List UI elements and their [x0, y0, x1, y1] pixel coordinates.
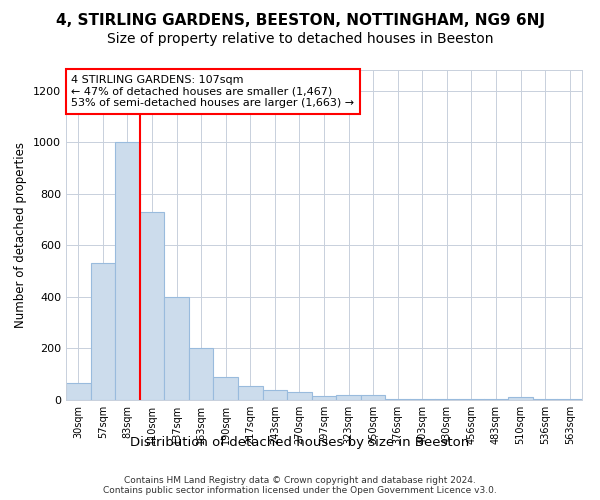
Bar [336, 395, 361, 400]
Bar [410, 399, 434, 400]
Bar [287, 392, 312, 400]
Bar [189, 348, 214, 400]
Bar [66, 383, 91, 400]
Bar [115, 142, 140, 400]
Bar [238, 386, 263, 400]
Bar [508, 398, 533, 400]
Bar [312, 396, 336, 400]
Bar [434, 399, 459, 400]
Bar [385, 399, 410, 400]
Bar [263, 390, 287, 400]
Bar [533, 399, 557, 400]
Text: 4 STIRLING GARDENS: 107sqm
← 47% of detached houses are smaller (1,467)
53% of s: 4 STIRLING GARDENS: 107sqm ← 47% of deta… [71, 75, 354, 108]
Bar [140, 212, 164, 400]
Text: 4, STIRLING GARDENS, BEESTON, NOTTINGHAM, NG9 6NJ: 4, STIRLING GARDENS, BEESTON, NOTTINGHAM… [56, 12, 545, 28]
Bar [484, 399, 508, 400]
Bar [361, 395, 385, 400]
Bar [91, 264, 115, 400]
Text: Size of property relative to detached houses in Beeston: Size of property relative to detached ho… [107, 32, 493, 46]
Bar [164, 297, 189, 400]
Text: Distribution of detached houses by size in Beeston: Distribution of detached houses by size … [130, 436, 470, 449]
Y-axis label: Number of detached properties: Number of detached properties [14, 142, 28, 328]
Bar [459, 399, 484, 400]
Bar [214, 377, 238, 400]
Text: Contains HM Land Registry data © Crown copyright and database right 2024.
Contai: Contains HM Land Registry data © Crown c… [103, 476, 497, 495]
Bar [557, 399, 582, 400]
